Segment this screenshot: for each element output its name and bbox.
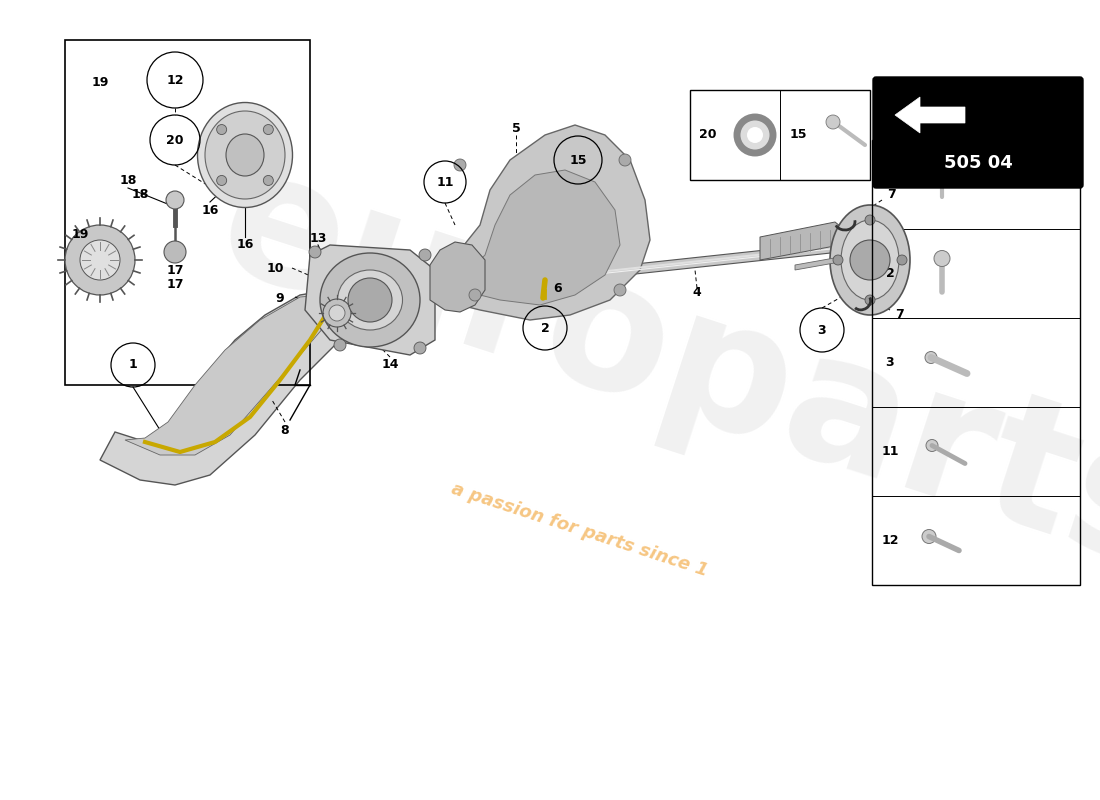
Circle shape: [309, 246, 321, 258]
Text: 10: 10: [266, 262, 284, 274]
Circle shape: [850, 240, 890, 280]
Ellipse shape: [198, 102, 293, 207]
Bar: [65, 40, 310, 385]
Circle shape: [217, 175, 227, 186]
Text: 13: 13: [309, 231, 327, 245]
Text: 18: 18: [131, 189, 149, 202]
Circle shape: [263, 175, 273, 186]
Text: 3: 3: [817, 323, 826, 337]
Text: 15: 15: [570, 154, 586, 166]
Circle shape: [865, 295, 874, 305]
Circle shape: [925, 351, 937, 363]
Text: 16: 16: [236, 238, 254, 251]
Ellipse shape: [338, 270, 403, 330]
Bar: [690, 90, 870, 180]
Circle shape: [934, 250, 950, 266]
Circle shape: [80, 240, 120, 280]
Ellipse shape: [842, 220, 899, 300]
Text: 8: 8: [280, 423, 289, 437]
Circle shape: [619, 154, 631, 166]
Text: 19: 19: [91, 75, 109, 89]
Polygon shape: [760, 222, 845, 260]
Text: 1: 1: [129, 358, 138, 371]
Text: 19: 19: [72, 229, 89, 242]
Polygon shape: [440, 125, 650, 320]
Text: 6: 6: [553, 282, 562, 294]
Text: 11: 11: [437, 175, 453, 189]
Text: 12: 12: [166, 74, 184, 86]
Text: 20: 20: [700, 129, 717, 142]
Text: 7: 7: [888, 189, 896, 202]
Circle shape: [323, 299, 351, 327]
Text: 17: 17: [166, 263, 184, 277]
Circle shape: [922, 530, 936, 543]
Ellipse shape: [226, 134, 264, 176]
Polygon shape: [430, 242, 485, 312]
Circle shape: [348, 278, 392, 322]
Text: 3: 3: [886, 356, 894, 369]
Circle shape: [334, 339, 346, 351]
Polygon shape: [460, 170, 620, 305]
Circle shape: [217, 125, 227, 134]
Text: 2: 2: [540, 322, 549, 334]
Circle shape: [419, 249, 431, 261]
Circle shape: [263, 125, 273, 134]
Circle shape: [614, 284, 626, 296]
Text: 17: 17: [166, 278, 184, 291]
Text: 12: 12: [881, 534, 899, 547]
Circle shape: [164, 241, 186, 263]
Text: 2: 2: [886, 267, 894, 280]
Text: 5: 5: [512, 122, 520, 134]
Text: europarts: europarts: [198, 132, 1100, 608]
Polygon shape: [125, 295, 330, 455]
Text: a passion for parts since 1: a passion for parts since 1: [450, 480, 711, 580]
Ellipse shape: [205, 111, 285, 199]
Circle shape: [737, 117, 773, 153]
Circle shape: [833, 255, 843, 265]
Ellipse shape: [830, 205, 910, 315]
Ellipse shape: [320, 253, 420, 347]
Text: 20: 20: [166, 134, 184, 146]
Circle shape: [454, 159, 466, 171]
Polygon shape: [795, 257, 840, 270]
Text: 9: 9: [276, 291, 284, 305]
Circle shape: [166, 191, 184, 209]
Bar: [872, 140, 1080, 585]
Circle shape: [65, 225, 135, 295]
Circle shape: [329, 305, 345, 321]
Polygon shape: [895, 97, 965, 133]
Text: 14: 14: [382, 358, 398, 371]
Polygon shape: [305, 245, 434, 355]
Text: 7: 7: [895, 309, 904, 322]
Circle shape: [826, 115, 840, 129]
Text: 18: 18: [119, 174, 136, 186]
Text: 505 04: 505 04: [944, 154, 1012, 172]
Circle shape: [933, 166, 952, 183]
Polygon shape: [440, 242, 840, 295]
Circle shape: [747, 127, 763, 143]
Text: 4: 4: [693, 286, 702, 299]
Text: 16: 16: [201, 203, 219, 217]
Circle shape: [865, 215, 874, 225]
Text: 11: 11: [881, 445, 899, 458]
Text: 1: 1: [886, 178, 894, 191]
FancyBboxPatch shape: [873, 77, 1084, 188]
Circle shape: [926, 439, 938, 451]
Text: 15: 15: [790, 129, 806, 142]
Circle shape: [896, 255, 907, 265]
Polygon shape: [100, 290, 350, 485]
Circle shape: [414, 342, 426, 354]
Circle shape: [469, 289, 481, 301]
